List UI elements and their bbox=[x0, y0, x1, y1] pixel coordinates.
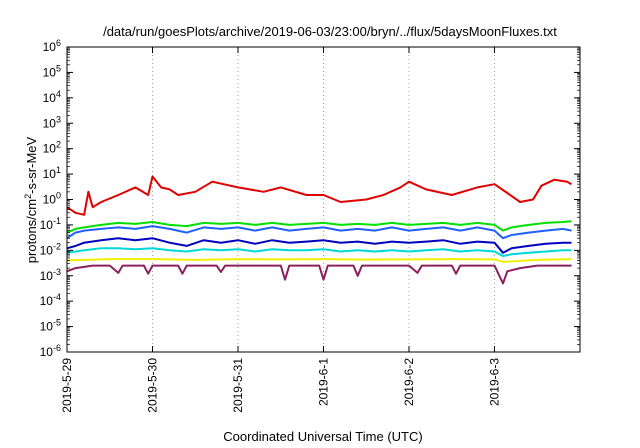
y-tick-label: 105 bbox=[43, 63, 61, 79]
y-tick-label: 103 bbox=[43, 114, 61, 130]
y-tick-base: 10 bbox=[40, 320, 54, 334]
series-line-3 bbox=[66, 237, 572, 254]
y-tick-label: 10-6 bbox=[40, 343, 61, 359]
y-tick-base: 10 bbox=[40, 345, 54, 359]
x-axis: 2019-5-29 2019-5-30 2019-5-31 2019-6-1 2019-… bbox=[60, 47, 502, 413]
series-line-2 bbox=[66, 225, 572, 240]
gridlines bbox=[152, 47, 495, 352]
y-tick-label: 10-4 bbox=[40, 292, 61, 308]
y-tick-base: 10 bbox=[40, 218, 54, 232]
series-line-1 bbox=[66, 220, 572, 234]
x-tick-label: 2019-6-1 bbox=[317, 358, 331, 406]
y-tick-base: 10 bbox=[43, 167, 57, 181]
series-line-6 bbox=[66, 264, 572, 285]
y-axis-label-rest: -s-sr-MeV bbox=[24, 136, 39, 193]
y-tick-exponent: 4 bbox=[56, 89, 61, 99]
y-tick-base: 10 bbox=[43, 91, 57, 105]
y-tick-base: 10 bbox=[40, 243, 54, 257]
x-tick-label: 2019-5-31 bbox=[231, 358, 245, 413]
x-tick-label: 2019-6-3 bbox=[488, 358, 502, 406]
y-tick-exponent: -3 bbox=[53, 267, 61, 277]
y-tick-base: 10 bbox=[43, 40, 57, 54]
y-tick-label: 10-2 bbox=[40, 241, 61, 257]
y-tick-base: 10 bbox=[43, 116, 57, 130]
y-tick-label: 10-5 bbox=[40, 318, 61, 334]
y-tick-base: 10 bbox=[40, 294, 54, 308]
y-tick-exponent: -2 bbox=[53, 241, 61, 251]
x-tick-label: 2019-6-2 bbox=[402, 358, 416, 406]
x-tick-label: 2019-5-30 bbox=[146, 358, 160, 413]
x-axis-label: Coordinated Universal Time (UTC) bbox=[223, 429, 422, 444]
y-axis-label-main: protons/cm bbox=[24, 199, 39, 263]
y-tick-exponent: 3 bbox=[56, 114, 61, 124]
y-tick-label: 10-1 bbox=[40, 216, 61, 232]
y-axis: 10-610-510-410-310-210-11001011021031041… bbox=[40, 38, 580, 359]
y-tick-label: 10-3 bbox=[40, 267, 61, 283]
series-line-4 bbox=[66, 247, 572, 257]
y-tick-exponent: 0 bbox=[56, 191, 61, 201]
y-tick-exponent: 5 bbox=[56, 63, 61, 73]
chart-title: /data/run/goesPlots/archive/2019-06-03/2… bbox=[103, 24, 557, 39]
y-tick-exponent: 2 bbox=[56, 140, 61, 150]
y-tick-exponent: -5 bbox=[53, 318, 61, 328]
y-tick-base: 10 bbox=[40, 269, 54, 283]
y-tick-base: 10 bbox=[43, 65, 57, 79]
series-lines bbox=[66, 175, 573, 285]
y-tick-base: 10 bbox=[43, 193, 57, 207]
series-line-0 bbox=[66, 175, 573, 216]
series-line-5 bbox=[66, 258, 572, 263]
y-tick-exponent: -1 bbox=[53, 216, 61, 226]
y-axis-label: protons/cm2-s-sr-MeV bbox=[23, 136, 39, 263]
y-tick-label: 102 bbox=[43, 140, 61, 156]
y-tick-label: 106 bbox=[43, 38, 61, 54]
y-tick-exponent: -4 bbox=[53, 292, 61, 302]
y-tick-label: 101 bbox=[43, 165, 61, 181]
y-tick-label: 100 bbox=[43, 191, 61, 207]
y-tick-base: 10 bbox=[43, 142, 57, 156]
y-axis-label-sup: 2 bbox=[23, 194, 33, 199]
y-tick-exponent: -6 bbox=[53, 343, 61, 353]
y-tick-exponent: 6 bbox=[56, 38, 61, 48]
y-tick-label: 104 bbox=[43, 89, 61, 105]
x-tick-label: 2019-5-29 bbox=[60, 358, 74, 413]
y-tick-exponent: 1 bbox=[56, 165, 61, 175]
